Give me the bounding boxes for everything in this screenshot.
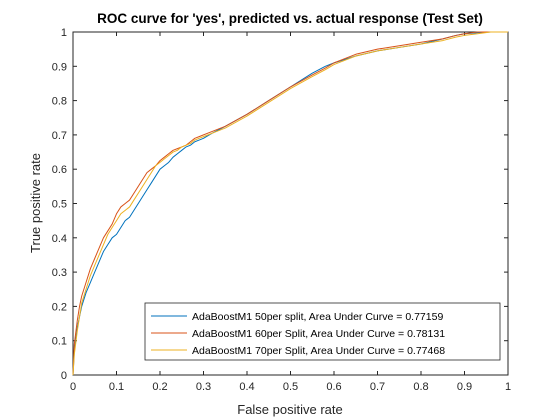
x-tick-label: 0.2 xyxy=(152,381,167,393)
y-tick-label: 0.3 xyxy=(52,267,67,279)
x-tick-label: 0.5 xyxy=(283,381,298,393)
y-tick-label: 0.7 xyxy=(52,130,67,142)
y-tick-label: 0 xyxy=(61,370,67,382)
roc-series-line-3 xyxy=(72,31,508,376)
x-tick-label: 1 xyxy=(505,381,511,393)
x-tick-label: 0.3 xyxy=(196,381,211,393)
y-tick-label: 0.1 xyxy=(52,336,67,348)
legend: AdaBoostM1 50per split, Area Under Curve… xyxy=(144,302,501,361)
x-tick-label: 0.1 xyxy=(109,381,124,393)
legend-label-1: AdaBoostM1 50per split, Area Under Curve… xyxy=(192,311,443,323)
y-tick-label: 0.9 xyxy=(52,61,67,73)
y-tick-label: 0.2 xyxy=(52,301,67,313)
legend-label-3: AdaBoostM1 70per Split, Area Under Curve… xyxy=(192,345,445,357)
legend-label-2: AdaBoostM1 60per Split, Area Under Curve… xyxy=(192,328,445,340)
y-axis-label: True positive rate xyxy=(28,153,43,253)
roc-series-line-2 xyxy=(72,31,508,376)
y-tick-label: 1 xyxy=(61,27,67,39)
x-tick-label: 0.7 xyxy=(370,381,385,393)
legend-box xyxy=(144,302,501,361)
y-tick-label: 0.5 xyxy=(52,199,67,211)
x-axis-label: False positive rate xyxy=(237,402,343,417)
roc-series-group xyxy=(72,31,508,376)
y-axis-ticks: 0 0.1 0.2 0.3 0.4 0.5 0.6 0.7 0.8 0.9 1 xyxy=(52,27,508,382)
y-tick-label: 0.6 xyxy=(52,164,67,176)
x-axis-ticks: 0 0.1 0.2 0.3 0.4 0.5 0.6 0.7 0.8 0.9 1 xyxy=(70,32,511,393)
x-tick-label: 0.9 xyxy=(457,381,472,393)
x-tick-label: 0.8 xyxy=(413,381,428,393)
x-tick-label: 0 xyxy=(70,381,76,393)
chart-title: ROC curve for 'yes', predicted vs. actua… xyxy=(97,11,483,26)
x-tick-label: 0.6 xyxy=(326,381,341,393)
x-tick-label: 0.4 xyxy=(239,381,254,393)
y-tick-label: 0.8 xyxy=(52,96,67,108)
y-tick-label: 0.4 xyxy=(52,233,67,245)
